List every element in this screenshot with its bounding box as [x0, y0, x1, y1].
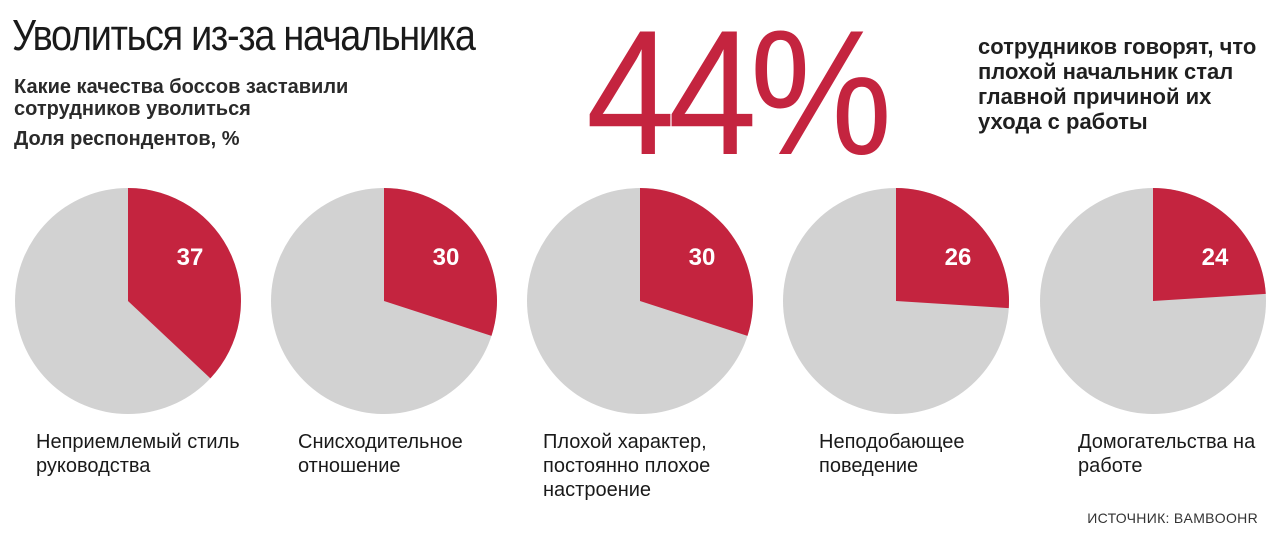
pie-value-label-2: 30	[433, 244, 460, 271]
pie-label-3: Плохой характер, постоянно плохое настро…	[543, 431, 711, 501]
pie-label-5: Домогательства на работе	[1078, 431, 1256, 477]
chart-subtitle: Какие качества боссов заставили сотрудни…	[14, 76, 349, 120]
pie-value-label-3: 30	[689, 244, 716, 271]
pie-value-label-5: 24	[1202, 244, 1229, 271]
pie-chart-2: 30	[271, 187, 498, 414]
pie-value-label-1: 37	[177, 244, 204, 271]
pie-chart-4: 26	[783, 188, 1010, 414]
pie-slice-value-2	[384, 187, 498, 336]
headline-stat: 44%	[586, 0, 892, 192]
pie-chart-1: 37	[15, 188, 241, 414]
pie-label-2: Снисходительное отношение	[298, 431, 463, 477]
unit-label: Доля респондентов, %	[14, 128, 240, 150]
headline-description: сотрудников говорят, что плохой начальни…	[978, 34, 1257, 134]
pie-chart-3: 30	[527, 188, 754, 414]
pie-value-label-4: 26	[945, 244, 972, 271]
chart-title: Уволиться из-за начальника	[12, 11, 476, 60]
pie-slice-value-1	[128, 188, 241, 379]
pie-slice-value-3	[640, 188, 754, 336]
pie-slice-value-4	[896, 188, 1010, 309]
pie-label-1: Неприемлемый стиль руководства	[36, 431, 240, 477]
source-note: ИСТОЧНИК: BAMBOOHR	[1087, 510, 1258, 526]
pie-chart-5: 24	[1040, 188, 1266, 414]
pie-slice-value-5	[1153, 188, 1266, 301]
pie-label-4: Неподобающее поведение	[819, 431, 965, 477]
